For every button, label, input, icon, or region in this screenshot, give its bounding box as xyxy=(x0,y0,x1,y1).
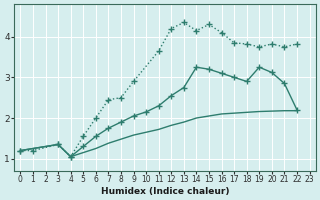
X-axis label: Humidex (Indice chaleur): Humidex (Indice chaleur) xyxy=(101,187,229,196)
